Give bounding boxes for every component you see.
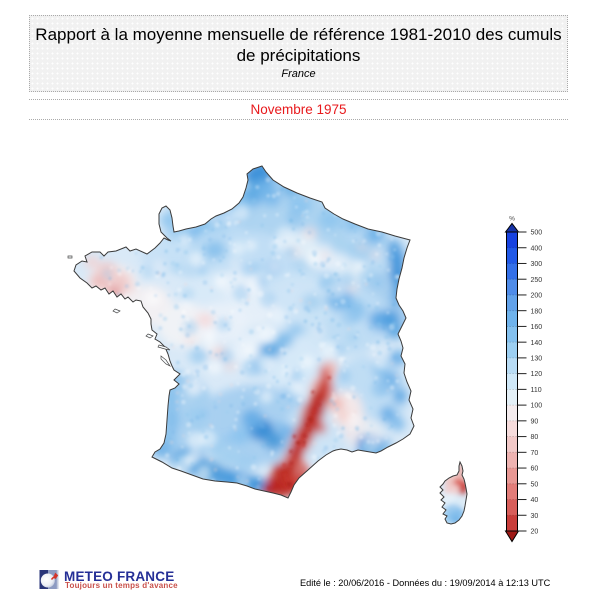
svg-text:20: 20 <box>531 529 539 536</box>
svg-text:200: 200 <box>531 293 543 300</box>
svg-text:300: 300 <box>531 261 543 268</box>
svg-text:30: 30 <box>531 513 539 520</box>
svg-text:80: 80 <box>531 434 539 441</box>
svg-text:130: 130 <box>531 355 543 362</box>
svg-text:110: 110 <box>531 387 542 394</box>
svg-text:160: 160 <box>531 324 543 331</box>
svg-text:%: % <box>509 216 515 223</box>
svg-text:40: 40 <box>531 497 539 504</box>
svg-text:120: 120 <box>531 371 543 378</box>
svg-text:250: 250 <box>531 277 543 284</box>
svg-text:100: 100 <box>531 403 543 410</box>
svg-text:90: 90 <box>531 418 539 425</box>
svg-text:180: 180 <box>531 308 543 315</box>
svg-text:70: 70 <box>531 450 539 457</box>
svg-text:500: 500 <box>531 230 543 237</box>
svg-text:50: 50 <box>531 481 539 488</box>
svg-text:140: 140 <box>531 340 543 347</box>
svg-text:60: 60 <box>531 466 539 473</box>
svg-text:400: 400 <box>531 245 543 252</box>
